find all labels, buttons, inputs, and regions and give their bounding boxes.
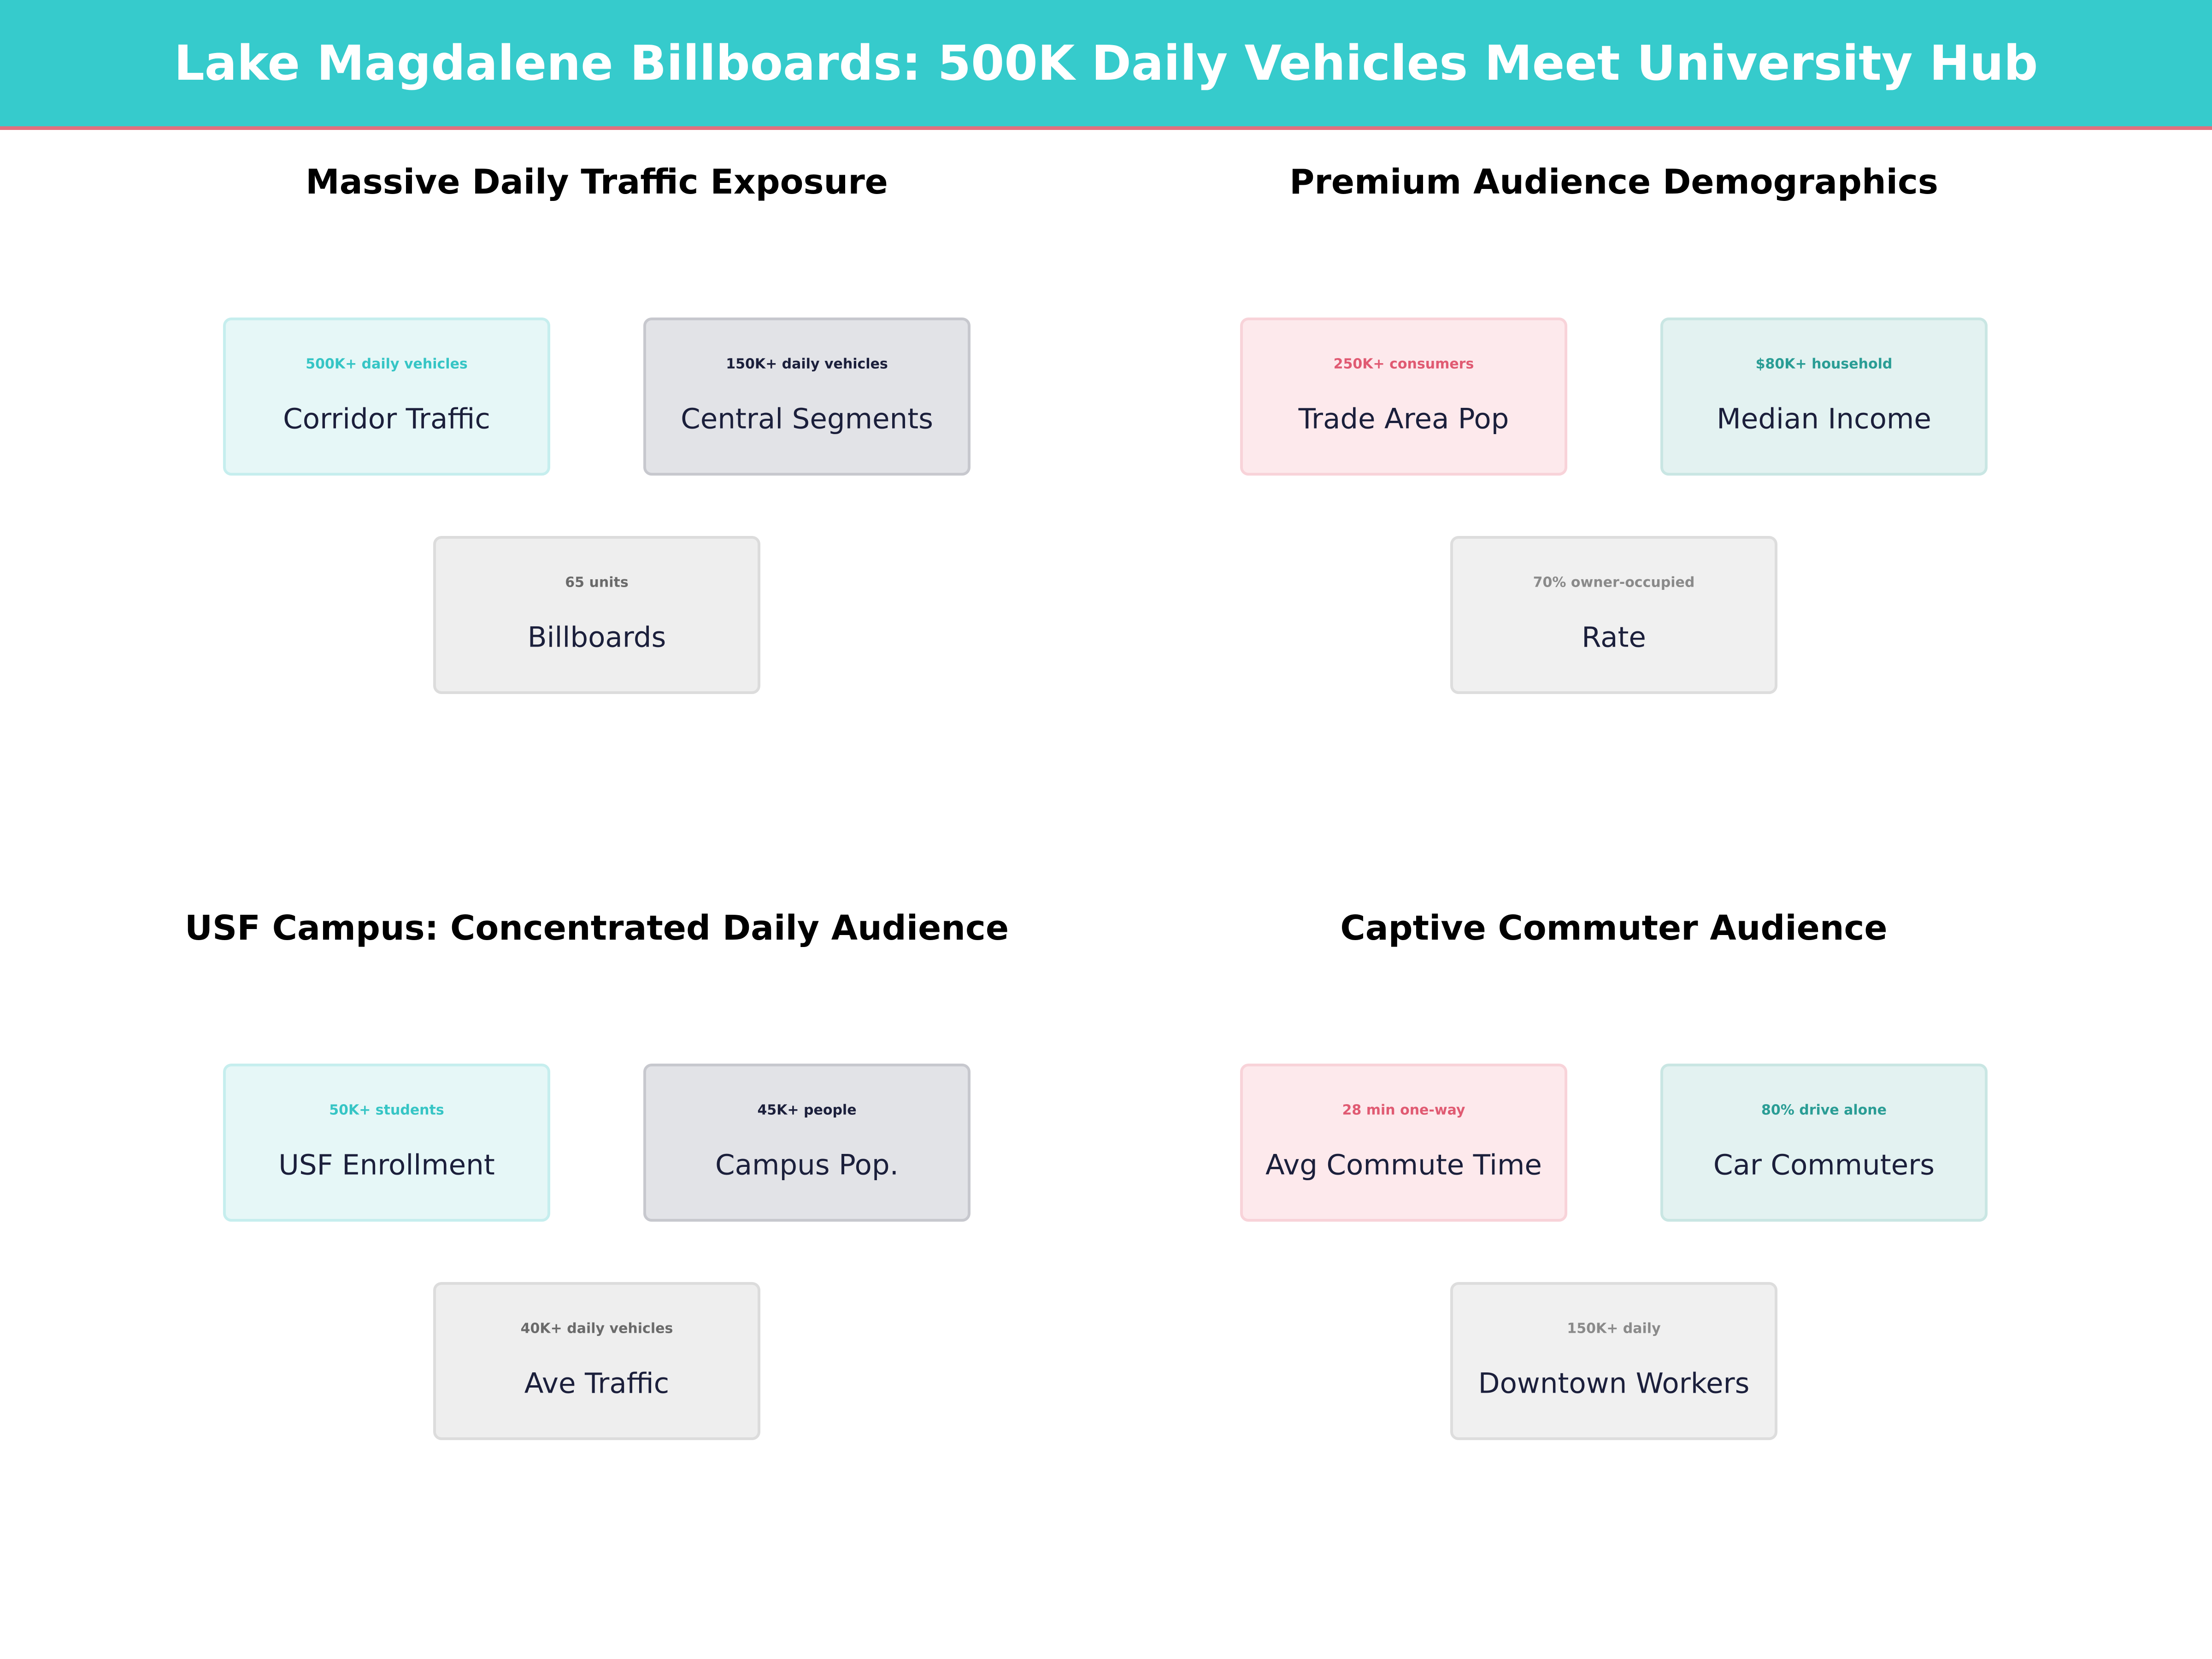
stat-value: 50K+ students [329, 1102, 444, 1118]
stat-value: 40K+ daily vehicles [520, 1320, 673, 1337]
stat-label: Campus Pop. [715, 1148, 899, 1182]
stat-card: 150K+ daily Downtown Workers [1450, 1282, 1777, 1440]
panel-title: Premium Audience Demographics [1289, 162, 1938, 202]
stat-label: Downtown Workers [1478, 1367, 1750, 1400]
stat-value: 45K+ people [757, 1102, 857, 1118]
header: Lake Magdalene Billboards: 500K Daily Ve… [0, 0, 2212, 130]
stat-card: 150K+ daily vehicles Central Segments [643, 318, 971, 476]
stat-label: Trade Area Pop [1298, 402, 1509, 435]
stat-card: 40K+ daily vehicles Ave Traffic [433, 1282, 760, 1440]
stat-label: Central Segments [681, 402, 933, 435]
stat-label: Ave Traffic [524, 1367, 670, 1400]
stat-label: USF Enrollment [278, 1148, 495, 1182]
stat-value: 70% owner-occupied [1533, 574, 1695, 591]
stat-label: Median Income [1717, 402, 1931, 435]
stat-card: 45K+ people Campus Pop. [643, 1064, 971, 1222]
stat-value: 500K+ daily vehicles [306, 356, 468, 372]
stat-card: 65 units Billboards [433, 536, 760, 694]
stat-value: 80% drive alone [1761, 1102, 1887, 1118]
stat-label: Billboards [527, 621, 666, 654]
stat-label: Corridor Traffic [283, 402, 490, 435]
stat-card: $80K+ household Median Income [1660, 318, 1988, 476]
panel-title: Massive Daily Traffic Exposure [306, 162, 888, 202]
stat-card: 70% owner-occupied Rate [1450, 536, 1777, 694]
panel-title: Captive Commuter Audience [1340, 908, 1888, 948]
stat-value: 28 min one-way [1342, 1102, 1465, 1118]
stat-card: 500K+ daily vehicles Corridor Traffic [223, 318, 550, 476]
panel-title: USF Campus: Concentrated Daily Audience [184, 908, 1009, 948]
stat-value: 150K+ daily [1567, 1320, 1661, 1337]
stat-card: 28 min one-way Avg Commute Time [1240, 1064, 1567, 1222]
stat-card: 50K+ students USF Enrollment [223, 1064, 550, 1222]
stat-value: 150K+ daily vehicles [726, 356, 888, 372]
stat-card: 80% drive alone Car Commuters [1660, 1064, 1988, 1222]
stat-label: Avg Commute Time [1265, 1148, 1542, 1182]
stat-value: 250K+ consumers [1333, 356, 1474, 372]
stat-value: $80K+ household [1755, 356, 1893, 372]
stat-label: Rate [1582, 621, 1646, 654]
page-title: Lake Magdalene Billboards: 500K Daily Ve… [174, 35, 2038, 91]
stat-label: Car Commuters [1713, 1148, 1935, 1182]
stat-card: 250K+ consumers Trade Area Pop [1240, 318, 1567, 476]
stat-value: 65 units [565, 574, 629, 591]
